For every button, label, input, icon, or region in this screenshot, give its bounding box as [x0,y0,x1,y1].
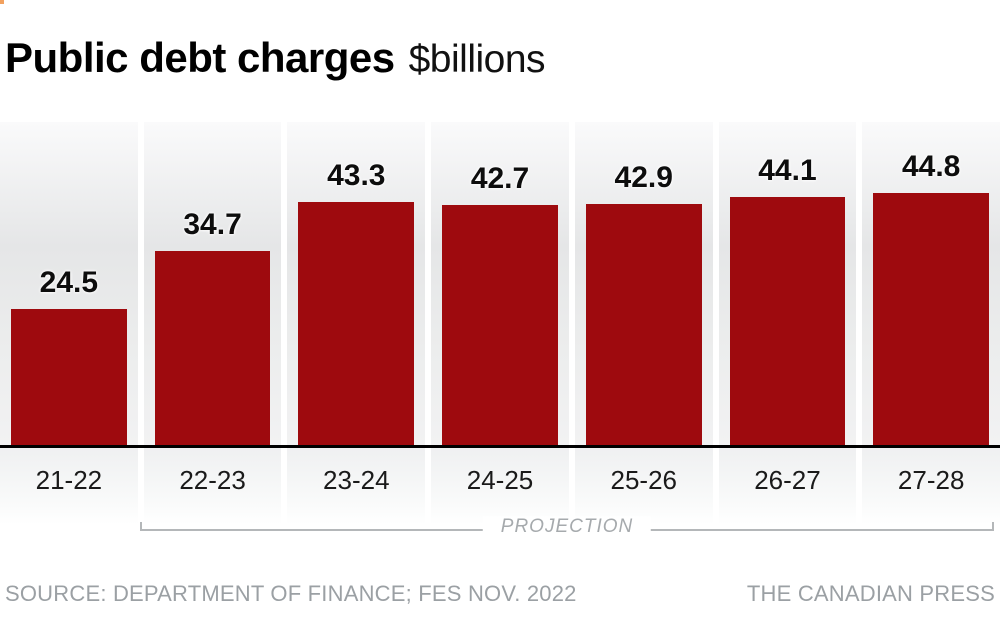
projection-bracket: PROJECTION [140,516,994,539]
column-label-area: 26-27 [718,448,857,544]
chart-column: 43.3 23-24 [287,122,426,544]
footer: SOURCE: DEPARTMENT OF FINANCE; FES NOV. … [0,581,1000,607]
chart-column: 24.5 21-22 [0,122,138,544]
x-tick-label: 27-28 [897,465,965,495]
column-plot-area: 43.3 [287,122,426,448]
bar [11,309,127,448]
x-tick-label: 23-24 [323,465,390,495]
bar [873,193,989,448]
column-label-area: 23-24 [287,448,426,544]
column-plot-area: 34.7 [143,122,282,448]
bar-value-label: 44.1 [758,154,817,187]
projection-label: PROJECTION [482,516,652,539]
column-plot-area: 24.5 [0,122,138,448]
x-tick-label: 26-27 [754,465,821,495]
column-plot-area: 44.1 [718,122,857,448]
title-unit: $billions [408,38,546,81]
source-credit: SOURCE: DEPARTMENT OF FINANCE; FES NOV. … [5,581,577,606]
column-plot-area: 42.7 [431,122,569,448]
bar-value-label: 43.3 [327,159,386,192]
column-label-area: 22-23 [143,448,282,544]
x-axis-line [0,445,1000,448]
chart-column: 44.8 27-28 [862,122,1000,544]
bar [729,197,846,448]
bar-value-label: 34.7 [183,208,242,241]
column-label-area: 27-28 [862,448,1000,544]
bar [154,251,271,448]
bar-value-label: 24.5 [39,266,99,299]
bar-value-label: 42.7 [470,162,530,195]
bar [298,202,415,448]
x-tick-label: 21-22 [35,465,103,495]
press-credit: THE CANADIAN PRESS [746,581,995,606]
chart-column: 42.9 25-26 [574,122,713,544]
bar-chart: 24.5 21-22 34.7 22-23 43.3 23-24 42.7 2 [0,122,1000,544]
column-plot-area: 44.8 [862,122,1000,448]
chart-column: 44.1 26-27 [718,122,857,544]
corner-speck [0,0,4,4]
chart-column: 34.7 22-23 [143,122,282,544]
column-label-area: 21-22 [0,448,138,544]
bar-value-label: 42.9 [614,161,673,194]
bar [442,205,558,448]
chart-column: 42.7 24-25 [431,122,569,544]
bar-value-label: 44.8 [901,150,961,183]
bar [585,204,702,448]
x-tick-label: 22-23 [179,465,246,495]
page-title: Public debt charges $billions [5,34,546,82]
x-tick-label: 24-25 [466,465,534,495]
x-tick-label: 25-26 [610,465,677,495]
title-main: Public debt charges [5,34,395,81]
column-plot-area: 42.9 [574,122,713,448]
